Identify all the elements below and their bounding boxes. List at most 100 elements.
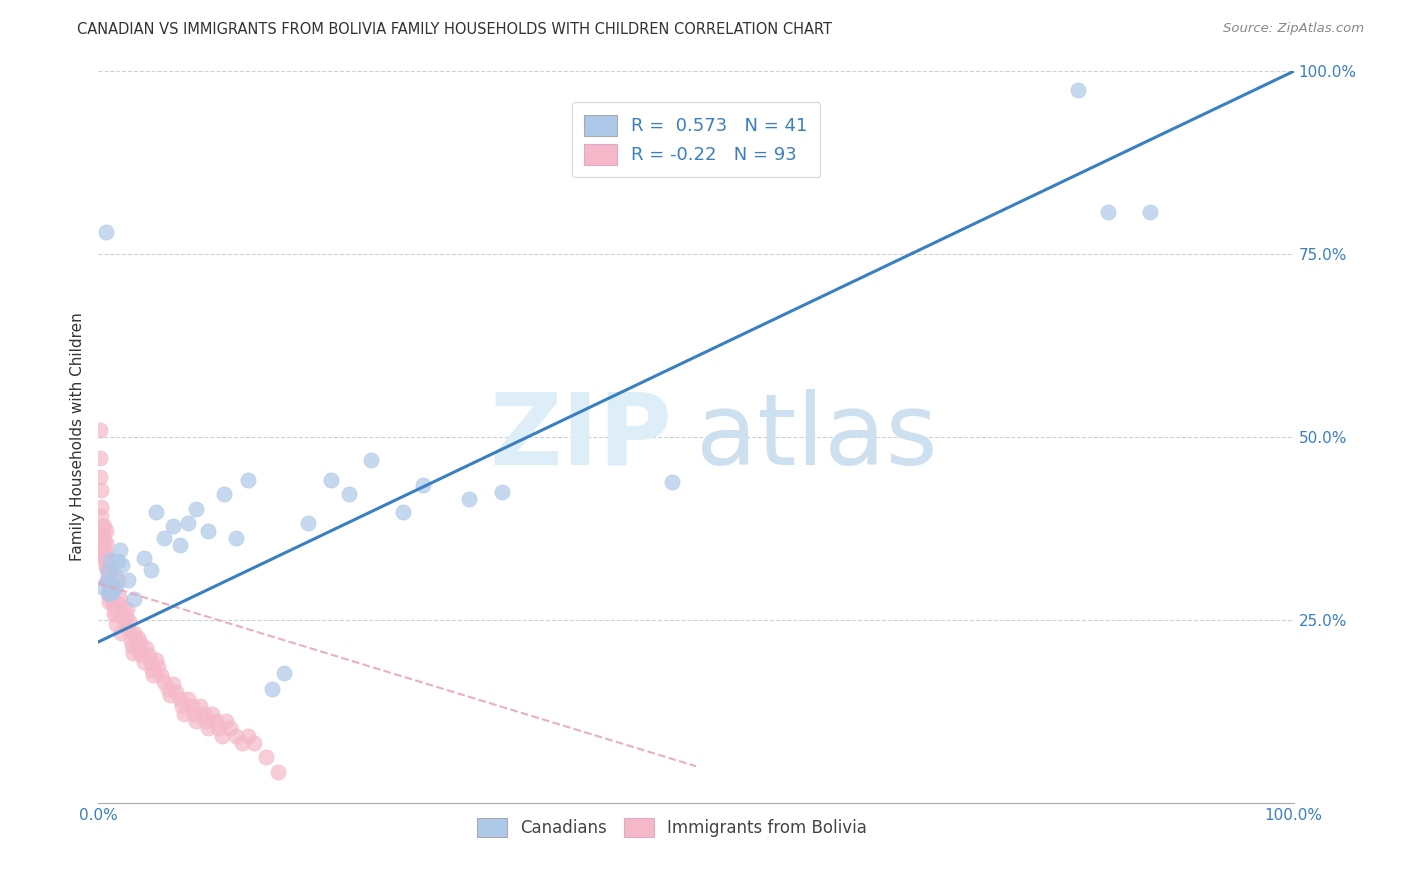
Point bbox=[94, 524, 117, 538]
Point bbox=[107, 554, 129, 568]
Point bbox=[267, 765, 290, 780]
Point bbox=[91, 526, 114, 541]
Point bbox=[103, 607, 125, 621]
Point bbox=[94, 560, 117, 574]
Point bbox=[93, 546, 115, 560]
Point bbox=[197, 721, 219, 735]
Point bbox=[412, 477, 434, 491]
Point bbox=[124, 592, 146, 607]
Point bbox=[115, 602, 138, 616]
Y-axis label: Family Households with Children: Family Households with Children bbox=[69, 313, 84, 561]
Point bbox=[145, 505, 167, 519]
Point bbox=[91, 580, 114, 594]
Point bbox=[458, 492, 481, 507]
Text: ZIP: ZIP bbox=[489, 389, 672, 485]
Point bbox=[98, 566, 122, 580]
Point bbox=[297, 516, 319, 531]
Point bbox=[121, 639, 143, 653]
Point bbox=[91, 519, 114, 533]
Point bbox=[98, 580, 122, 594]
Point bbox=[254, 750, 277, 764]
Point bbox=[183, 706, 205, 721]
Point bbox=[145, 653, 167, 667]
Point bbox=[273, 665, 295, 680]
Point bbox=[243, 736, 266, 750]
Point bbox=[100, 590, 122, 604]
Point bbox=[215, 714, 238, 728]
Point bbox=[139, 656, 162, 670]
Point bbox=[91, 531, 114, 545]
Point bbox=[162, 519, 184, 533]
Point bbox=[111, 558, 134, 573]
Point bbox=[153, 531, 176, 545]
Point bbox=[108, 543, 131, 558]
Point bbox=[98, 587, 121, 601]
Point bbox=[96, 560, 118, 574]
Point bbox=[94, 536, 117, 550]
Point bbox=[91, 549, 114, 563]
Point bbox=[173, 706, 195, 721]
Point bbox=[91, 541, 114, 556]
Point bbox=[225, 531, 247, 545]
Point bbox=[1097, 204, 1119, 219]
Point bbox=[197, 524, 219, 538]
Text: atlas: atlas bbox=[696, 389, 938, 485]
Point bbox=[101, 597, 124, 611]
Point bbox=[120, 633, 142, 648]
Legend: Canadians, Immigrants from Bolivia: Canadians, Immigrants from Bolivia bbox=[468, 810, 876, 846]
Point bbox=[165, 684, 187, 698]
Point bbox=[98, 553, 122, 567]
Point bbox=[204, 714, 226, 728]
Point bbox=[107, 597, 129, 611]
Point bbox=[169, 538, 191, 552]
Point bbox=[188, 699, 211, 714]
Point bbox=[122, 646, 145, 660]
Point bbox=[90, 509, 112, 524]
Point bbox=[321, 473, 343, 487]
Point bbox=[90, 500, 112, 514]
Point bbox=[177, 516, 200, 531]
Point bbox=[339, 487, 361, 501]
Point bbox=[98, 594, 121, 608]
Point bbox=[201, 706, 224, 721]
Point bbox=[114, 619, 136, 633]
Point bbox=[139, 563, 162, 577]
Point bbox=[94, 225, 117, 239]
Point bbox=[129, 636, 152, 650]
Point bbox=[107, 573, 129, 587]
Point bbox=[1067, 83, 1090, 97]
Point bbox=[148, 660, 170, 674]
Point bbox=[491, 485, 513, 500]
Point bbox=[138, 648, 160, 662]
Point bbox=[91, 546, 114, 560]
Point bbox=[392, 505, 415, 519]
Point bbox=[117, 573, 139, 587]
Point bbox=[96, 574, 118, 589]
Point bbox=[1139, 204, 1161, 219]
Point bbox=[104, 567, 127, 582]
Point bbox=[169, 692, 191, 706]
Point bbox=[128, 643, 150, 657]
Point bbox=[97, 566, 120, 580]
Point bbox=[98, 573, 121, 587]
Point bbox=[141, 663, 163, 677]
Point bbox=[149, 667, 172, 681]
Point bbox=[661, 475, 683, 490]
Point bbox=[96, 550, 118, 565]
Point bbox=[91, 536, 114, 550]
Point bbox=[112, 604, 135, 618]
Point bbox=[195, 714, 218, 728]
Point bbox=[211, 729, 233, 743]
Point bbox=[142, 667, 165, 681]
Point bbox=[177, 692, 200, 706]
Point bbox=[117, 622, 139, 636]
Point bbox=[236, 473, 259, 487]
Point bbox=[219, 721, 242, 735]
Point bbox=[186, 714, 208, 728]
Point bbox=[89, 450, 111, 465]
Point bbox=[156, 682, 179, 697]
Point bbox=[89, 470, 111, 484]
Point bbox=[132, 550, 155, 565]
Point bbox=[100, 585, 122, 599]
Point bbox=[260, 682, 283, 697]
